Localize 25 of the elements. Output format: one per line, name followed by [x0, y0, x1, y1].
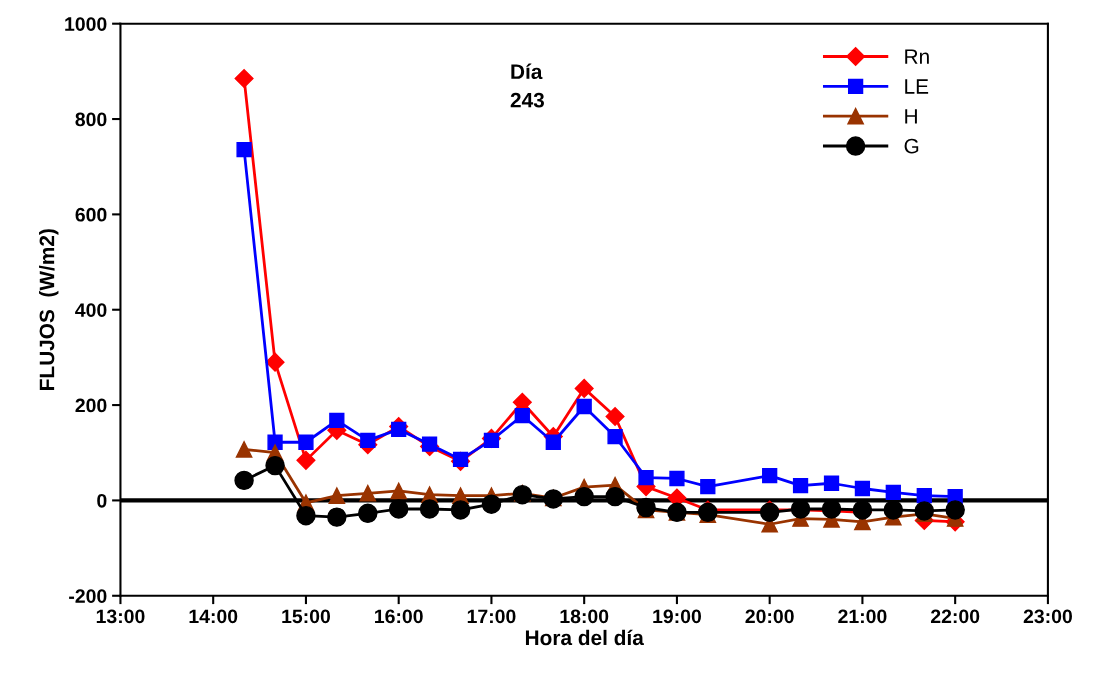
y-tick-label: 200	[75, 398, 107, 413]
x-tick-label: 21:00	[838, 609, 887, 624]
legend-label: LE	[905, 79, 929, 94]
y-tick-label: 0	[97, 493, 107, 508]
x-tick-label: 17:00	[467, 609, 516, 624]
legend-label: Rn	[905, 49, 929, 64]
legend-label: H	[905, 109, 917, 124]
annotation: Día 243	[510, 63, 544, 108]
x-tick-label: 20:00	[745, 609, 794, 624]
y-tick-label: 400	[75, 303, 107, 317]
x-tick-label: 18:00	[560, 609, 609, 624]
y-tick-label: -200	[69, 589, 107, 603]
x-tick-label: 23:00	[1023, 609, 1072, 624]
y-tick-label: 1000	[65, 17, 107, 31]
x-tick-label: 13:00	[96, 609, 145, 624]
x-tick-label: 19:00	[653, 609, 701, 624]
y-tick-label: 800	[75, 112, 107, 127]
x-tick-label: 16:00	[375, 609, 423, 624]
x-tick-label: 22:00	[930, 609, 980, 624]
x-tick-label: 15:00	[282, 609, 331, 624]
legend-label: G	[904, 138, 919, 154]
x-tick-label: 14:00	[189, 609, 238, 624]
y-axis-title: FLUJOS (W/m2)	[39, 229, 59, 390]
y-tick-label: 600	[75, 207, 107, 222]
x-axis-title: Hora del día	[525, 629, 644, 646]
